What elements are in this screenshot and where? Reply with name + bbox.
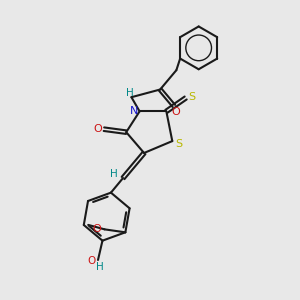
Text: H: H — [96, 262, 104, 272]
Text: H: H — [126, 88, 134, 98]
Text: O: O — [87, 256, 96, 266]
Text: N: N — [130, 106, 138, 116]
Text: O: O — [171, 107, 180, 117]
Text: O: O — [93, 224, 101, 234]
Text: H: H — [110, 169, 117, 179]
Text: S: S — [175, 139, 182, 149]
Text: O: O — [94, 124, 102, 134]
Text: S: S — [189, 92, 196, 101]
